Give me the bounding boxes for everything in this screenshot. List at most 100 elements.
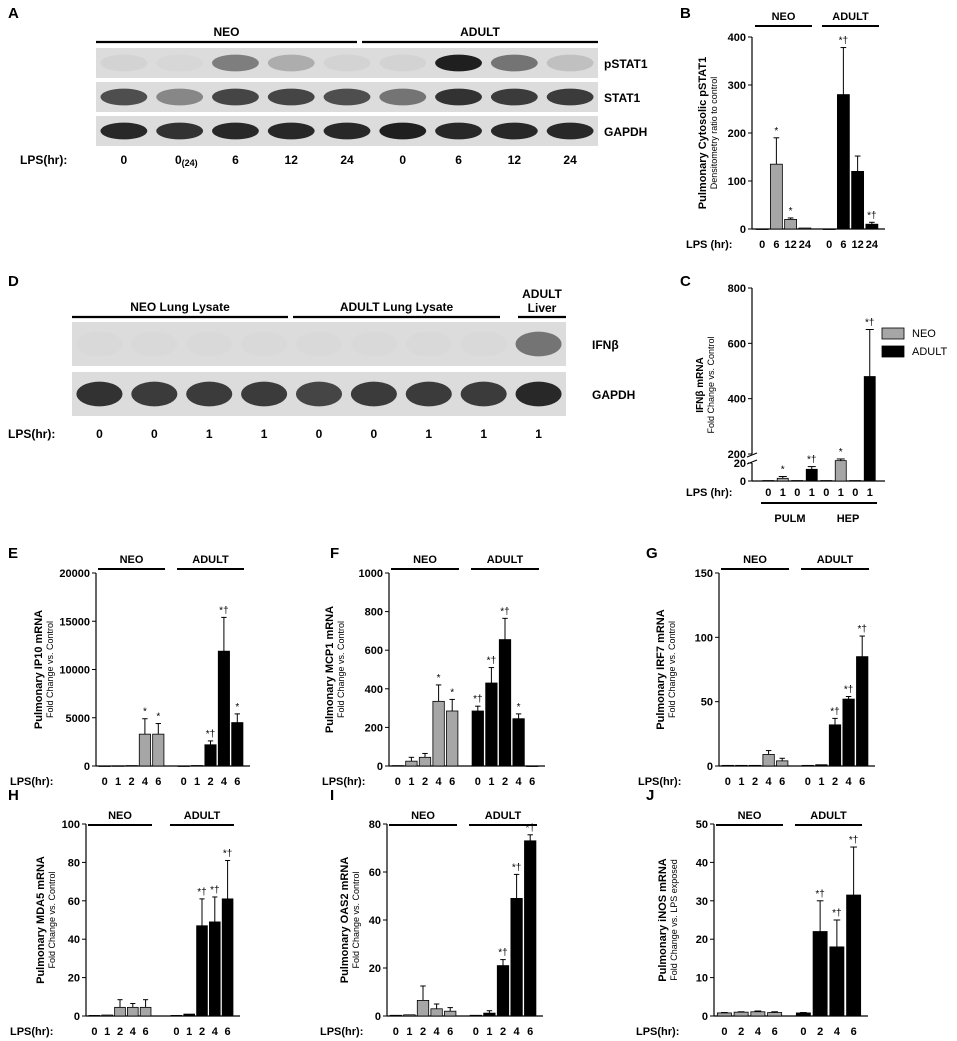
- y-tick-label: 20000: [59, 568, 90, 580]
- blot-band: [405, 331, 452, 357]
- y-tick-label: 10: [696, 973, 708, 985]
- y-axis-sublabel: Fold Change vs. Control: [336, 621, 346, 718]
- panel-letter: E: [8, 545, 18, 562]
- y-tick-label: 400: [728, 394, 746, 406]
- group-label: NEO: [772, 11, 796, 23]
- panel-letter: I: [330, 787, 334, 804]
- significance-mark: *: [781, 465, 785, 476]
- significance-mark: *†: [219, 605, 228, 616]
- x-tick-label: 6: [155, 776, 161, 788]
- x-tick-label: 1: [738, 776, 744, 788]
- x-tick-label: 2: [207, 776, 213, 788]
- y-tick-label: 20: [369, 963, 381, 975]
- significance-mark: *†: [223, 848, 232, 859]
- x-tick-label: 6: [773, 239, 779, 251]
- lps-label: LPS (hr):: [686, 239, 732, 251]
- x-tick-label: 4: [846, 776, 853, 788]
- x-tick-label: 2: [502, 776, 508, 788]
- bar: [430, 1008, 443, 1017]
- panel-letter: F: [330, 545, 339, 562]
- bar: [755, 228, 769, 230]
- y-tick-label: 80: [369, 819, 381, 831]
- group-label: Liver: [528, 301, 557, 315]
- x-tick-label: 6: [851, 1026, 857, 1038]
- legend-label: ADULT: [912, 346, 948, 358]
- y-axis-sublabel: Fold Change vs. LPS exposed: [669, 859, 679, 981]
- bar: [735, 764, 748, 767]
- group-label: ADULT: [522, 287, 562, 301]
- blot-band: [515, 331, 562, 357]
- y-tick-label: 100: [695, 632, 713, 644]
- bar: [762, 480, 775, 482]
- bar: [791, 480, 804, 482]
- bar: [217, 650, 230, 767]
- x-tick-label: 2: [738, 1026, 744, 1038]
- blot-band: [435, 88, 482, 106]
- blot-band: [546, 122, 594, 140]
- y-tick-label: 60: [369, 867, 381, 879]
- x-tick-label: 0: [102, 776, 108, 788]
- x-tick-label: 1: [406, 1026, 412, 1038]
- y-tick-label: 0: [84, 761, 90, 773]
- x-tick-label: 6: [859, 776, 865, 788]
- bar: [231, 722, 244, 767]
- bar: [221, 898, 234, 1017]
- group-label: ADULT: [810, 810, 847, 822]
- y-tick-label: 40: [696, 857, 708, 869]
- panel-letter: B: [680, 5, 691, 22]
- chart-panel-E: E 0 5000 10000 15000 20000 Pulmonary IP10 mRNA…: [8, 545, 250, 788]
- blot-band: [131, 331, 178, 357]
- x-tick-label: 1: [867, 487, 873, 499]
- lps-subscript: (24): [182, 158, 198, 168]
- bar: [127, 1006, 139, 1017]
- y-tick-label: 0: [375, 1011, 381, 1023]
- y-tick-label: 0: [74, 1011, 80, 1023]
- blot-band: [156, 88, 204, 106]
- x-tick-label: 4: [766, 776, 773, 788]
- y-tick-label: 300: [728, 80, 746, 92]
- significance-mark: *†: [525, 823, 534, 834]
- blot-band: [267, 54, 315, 72]
- bar: [762, 754, 775, 767]
- bar: [526, 765, 539, 767]
- bar: [432, 700, 445, 767]
- blot-row-label: pSTAT1: [604, 57, 648, 71]
- significance-mark: *: [839, 447, 843, 458]
- bar: [784, 218, 798, 230]
- x-tick-label: 0: [759, 239, 765, 251]
- x-tick-label: 1: [408, 776, 414, 788]
- x-tick-label: 1: [115, 776, 121, 788]
- lps-label: LPS(hr):: [638, 776, 681, 788]
- bar: [485, 682, 498, 767]
- bar: [842, 698, 855, 767]
- x-tick-label: 1: [809, 487, 815, 499]
- x-tick-label: 6: [529, 776, 535, 788]
- significance-mark: *†: [849, 835, 858, 846]
- significance-mark: *†: [500, 606, 509, 617]
- significance-mark: *†: [487, 656, 496, 667]
- x-tick-label: 2: [832, 776, 838, 788]
- blot-band: [267, 88, 315, 106]
- lps-value: 1: [535, 427, 542, 441]
- blot-panel-D: D NEO Lung Lysate ADULT Lung Lysate ADULTLi…: [8, 273, 635, 441]
- significance-mark: *†: [206, 729, 215, 740]
- x-tick-label: 4: [221, 776, 228, 788]
- significance-mark: *†: [473, 694, 482, 705]
- blot-band: [460, 331, 507, 357]
- lps-label: LPS(hr):: [10, 1026, 53, 1038]
- group-label: ADULT: [460, 25, 500, 39]
- x-tick-label: 4: [834, 1026, 841, 1038]
- x-tick-label: 4: [212, 1026, 219, 1038]
- y-tick-label: 0: [377, 761, 383, 773]
- blot-band: [490, 88, 538, 106]
- x-tick-label: 6: [225, 1026, 231, 1038]
- bar: [856, 656, 869, 767]
- blot-row-label: GAPDH: [604, 125, 647, 139]
- blot-band: [212, 54, 259, 72]
- group-label: ADULT: [192, 554, 229, 566]
- lps-label: LPS(hr):: [10, 776, 53, 788]
- x-tick-label: 0: [393, 1026, 399, 1038]
- blot-band: [515, 381, 562, 407]
